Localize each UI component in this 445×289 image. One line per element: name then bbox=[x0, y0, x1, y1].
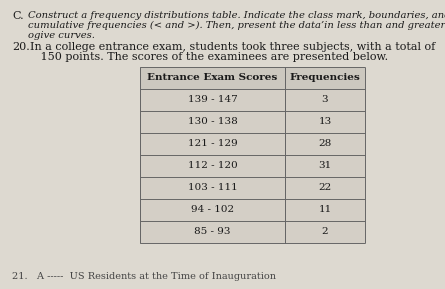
Text: 21.   A -----  US Residents at the Time of Inauguration: 21. A ----- US Residents at the Time of … bbox=[12, 272, 276, 281]
Bar bbox=[285, 155, 365, 177]
Text: 2: 2 bbox=[322, 227, 328, 236]
Text: 13: 13 bbox=[318, 118, 332, 127]
Text: 3: 3 bbox=[322, 95, 328, 105]
Text: 85 - 93: 85 - 93 bbox=[194, 227, 231, 236]
Text: 121 - 129: 121 - 129 bbox=[188, 140, 237, 149]
Text: Construct a frequency distributions table. Indicate the class mark, boundaries, : Construct a frequency distributions tabl… bbox=[28, 11, 445, 20]
Bar bbox=[285, 133, 365, 155]
Text: Frequencies: Frequencies bbox=[290, 73, 360, 82]
Text: 130 - 138: 130 - 138 bbox=[188, 118, 237, 127]
Text: 94 - 102: 94 - 102 bbox=[191, 205, 234, 214]
Text: 11: 11 bbox=[318, 205, 332, 214]
Bar bbox=[140, 89, 285, 111]
Text: 103 - 111: 103 - 111 bbox=[188, 184, 237, 192]
Bar bbox=[140, 177, 285, 199]
Text: cumulative frequencies (< and >). Then, present the data’in less than and greate: cumulative frequencies (< and >). Then, … bbox=[28, 21, 445, 30]
Text: C.: C. bbox=[12, 11, 24, 21]
Bar bbox=[285, 67, 365, 89]
Text: 22: 22 bbox=[318, 184, 332, 192]
Text: Entrance Exam Scores: Entrance Exam Scores bbox=[147, 73, 278, 82]
Bar bbox=[140, 67, 285, 89]
Text: 112 - 120: 112 - 120 bbox=[188, 162, 237, 171]
Text: 20.: 20. bbox=[12, 42, 30, 52]
Bar bbox=[140, 111, 285, 133]
Text: 139 - 147: 139 - 147 bbox=[188, 95, 237, 105]
Bar bbox=[285, 199, 365, 221]
Bar bbox=[285, 111, 365, 133]
Text: 28: 28 bbox=[318, 140, 332, 149]
Text: 31: 31 bbox=[318, 162, 332, 171]
Bar bbox=[285, 221, 365, 243]
Bar bbox=[140, 221, 285, 243]
Bar bbox=[140, 133, 285, 155]
Bar bbox=[285, 177, 365, 199]
Text: In a college entrance exam, students took three subjects, with a total of: In a college entrance exam, students too… bbox=[30, 42, 435, 52]
Bar bbox=[140, 199, 285, 221]
Bar bbox=[285, 89, 365, 111]
Text: ogive curves.: ogive curves. bbox=[28, 31, 95, 40]
Bar bbox=[140, 155, 285, 177]
Text: 150 points. The scores of the examinees are presented below.: 150 points. The scores of the examinees … bbox=[30, 52, 388, 62]
